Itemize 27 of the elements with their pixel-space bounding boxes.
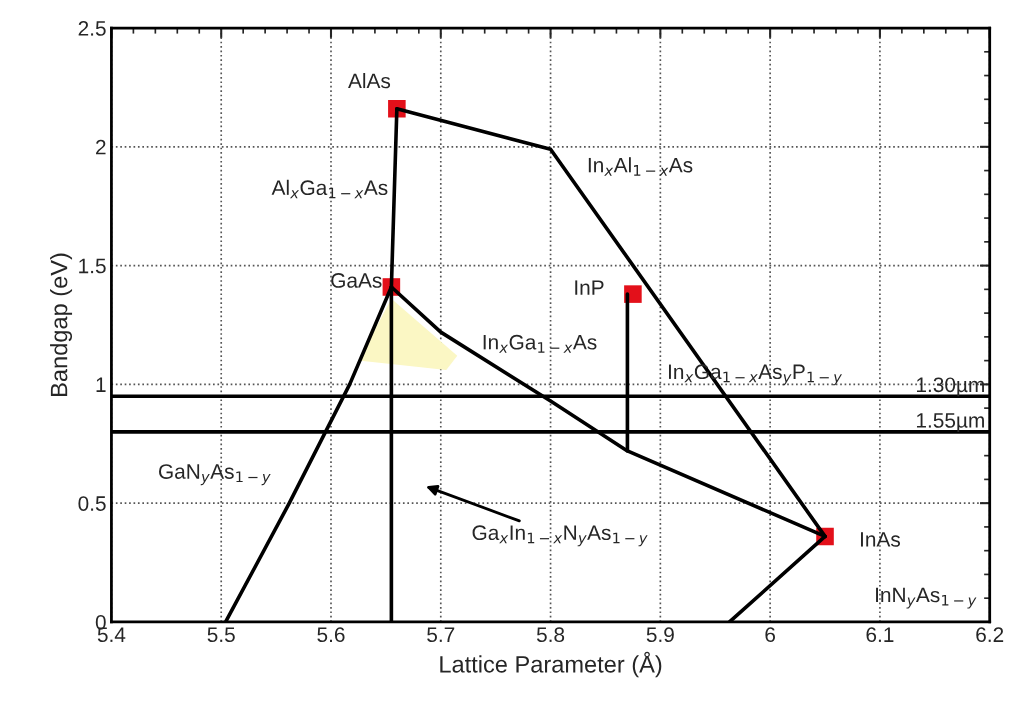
y-tick-label: 1 <box>96 377 106 392</box>
annotation: InAs <box>861 532 901 547</box>
x-tick-label: 5.7 <box>427 627 455 643</box>
annotation: Ga$_{x}$In$_{1−x}$N$_{y}$As$_{1−y}$ <box>472 525 648 547</box>
x-tick-label: 5.9 <box>646 627 674 643</box>
x-tick-label: 6.2 <box>976 627 1004 643</box>
annotation: InN$_{y}$As$_{1−y}$ <box>876 587 977 609</box>
y-tick-label: 1.5 <box>79 258 106 274</box>
y-axis-title: Bandgap (eV) <box>50 253 73 396</box>
annotation: Al$_{x}$Ga$_{1−x}$As <box>271 179 388 199</box>
annotation: GaN$_{y}$As$_{1−y}$ <box>159 464 271 486</box>
annotation: In$_{x}$Ga$_{1−x}$As <box>483 334 597 353</box>
y-tick-label: 2 <box>96 139 106 155</box>
x-tick-label: 6 <box>765 627 776 643</box>
ref-line-label: 1.30µm <box>917 377 984 397</box>
y-tick-label: 0.5 <box>78 496 106 511</box>
x-tick-label: 6.1 <box>866 627 894 643</box>
x-tick-label: 5.5 <box>207 627 235 643</box>
x-tick-label: 5.8 <box>536 627 565 643</box>
x-axis-title: Lattice Parameter (Å) <box>440 651 662 678</box>
annotation: InP <box>575 280 604 295</box>
ref-line-label: 1.55µm <box>917 413 984 432</box>
y-tick-label: 2.5 <box>78 21 106 36</box>
annotation: AlAs <box>348 72 391 89</box>
annotation: GaAs <box>331 273 382 288</box>
annotation: In$_{x}$Al$_{1−x}$As <box>588 157 693 176</box>
x-tick-label: 5.6 <box>317 627 345 643</box>
